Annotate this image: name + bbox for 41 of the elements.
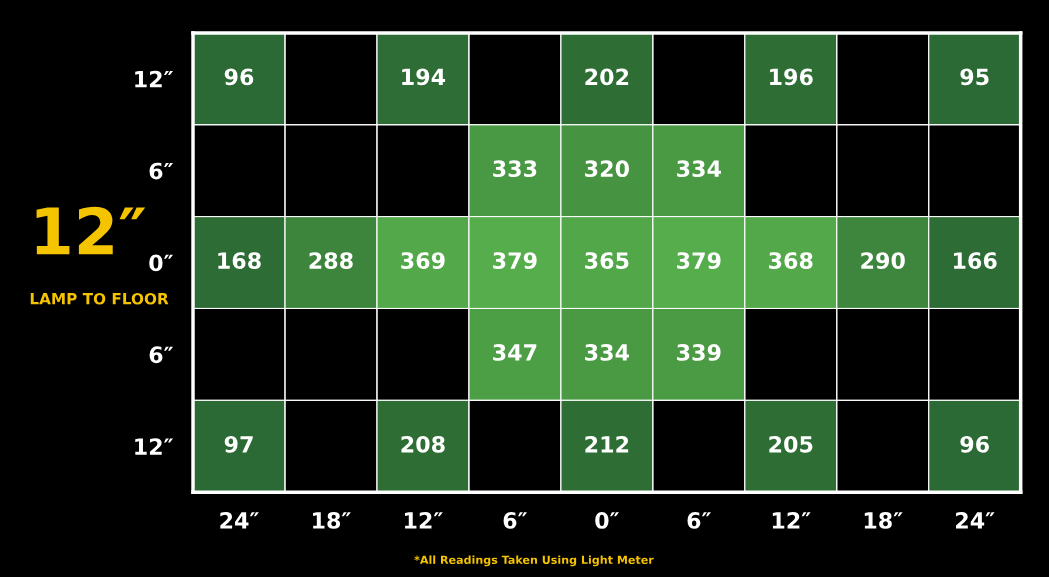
data-label: 334 xyxy=(585,344,630,361)
y-tick-label: 12″ xyxy=(135,70,174,88)
data-label: 168 xyxy=(218,252,261,269)
data-label: 95 xyxy=(960,68,989,86)
x-tick-label: 12″ xyxy=(405,512,443,529)
data-label: 290 xyxy=(861,252,905,269)
data-label: 205 xyxy=(769,435,813,453)
data-label: 96 xyxy=(960,435,989,453)
data-label: 365 xyxy=(585,252,629,269)
y-tick-label: 6″ xyxy=(149,162,174,180)
data-label: 196 xyxy=(770,68,813,86)
data-label: 194 xyxy=(402,68,446,86)
data-label: 347 xyxy=(493,344,537,361)
data-label: 339 xyxy=(677,344,721,361)
data-label: 368 xyxy=(769,252,813,269)
x-tick-label: 6″ xyxy=(503,512,528,529)
data-label: 320 xyxy=(585,160,629,178)
data-label: 208 xyxy=(401,435,445,453)
data-label: 166 xyxy=(954,252,997,269)
text: LAMP TO FLOOR xyxy=(30,292,169,305)
data-label: 97 xyxy=(224,435,253,453)
x-tick-label: 18″ xyxy=(313,512,351,529)
data-label: 334 xyxy=(677,160,721,178)
data-label: 288 xyxy=(309,252,353,269)
x-tick-label: 0″ xyxy=(595,512,619,529)
data-label: 212 xyxy=(585,435,629,453)
x-tick-label: 18″ xyxy=(864,512,903,529)
x-tick-label: 12″ xyxy=(772,512,811,529)
y-tick-label: 0″ xyxy=(149,254,174,272)
data-label: 202 xyxy=(585,68,629,86)
y-tick-label: 6″ xyxy=(149,346,174,364)
data-label: 379 xyxy=(493,252,537,269)
data-label: 96 xyxy=(224,68,254,86)
data-label: 333 xyxy=(493,160,537,178)
data-label: 379 xyxy=(677,252,721,269)
y-tick-label: 12″ xyxy=(135,438,174,455)
text: *All Readings Taken Using Light Meter xyxy=(414,555,654,567)
x-tick-label: 24″ xyxy=(220,512,259,529)
x-tick-label: 24″ xyxy=(956,512,995,529)
x-tick-label: 6″ xyxy=(687,512,711,529)
data-label: 369 xyxy=(401,252,445,269)
